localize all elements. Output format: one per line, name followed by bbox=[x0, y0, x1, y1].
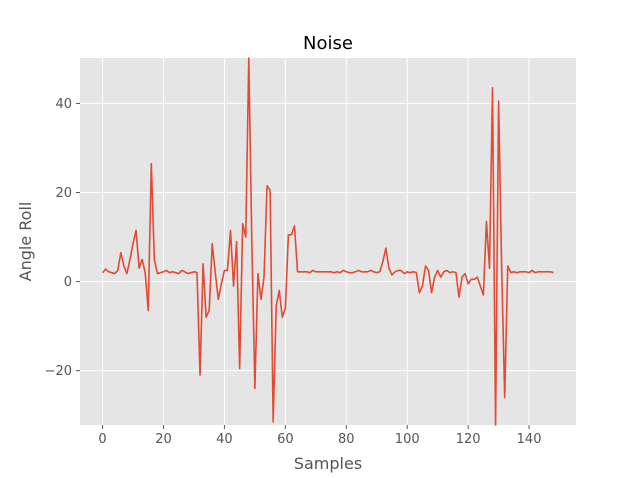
x-tick-label: 80 bbox=[338, 432, 355, 447]
x-tick-label: 100 bbox=[395, 432, 420, 447]
chart-title: Noise bbox=[303, 33, 353, 54]
series-group bbox=[101, 57, 554, 426]
y-tick-label: 0 bbox=[64, 275, 72, 290]
y-axis-label: Angle Roll bbox=[16, 202, 35, 282]
x-tick-label: 20 bbox=[155, 432, 172, 447]
x-tick-label: 0 bbox=[98, 432, 106, 447]
y-tick-label: 20 bbox=[55, 186, 72, 201]
series-line bbox=[101, 57, 554, 426]
x-axis-label: Samples bbox=[294, 454, 362, 473]
x-tick-label: 140 bbox=[517, 432, 542, 447]
x-tick-label: 120 bbox=[456, 432, 481, 447]
x-tick-label: 40 bbox=[216, 432, 233, 447]
x-axis-ticks: 0 20 40 60 80 100 120 140 bbox=[98, 425, 541, 447]
y-tick-label: 40 bbox=[55, 97, 72, 112]
y-tick-label: −20 bbox=[45, 364, 72, 379]
y-axis-ticks: −20 0 20 40 bbox=[45, 97, 80, 379]
grid-lines bbox=[80, 58, 576, 425]
x-tick-label: 60 bbox=[277, 432, 294, 447]
